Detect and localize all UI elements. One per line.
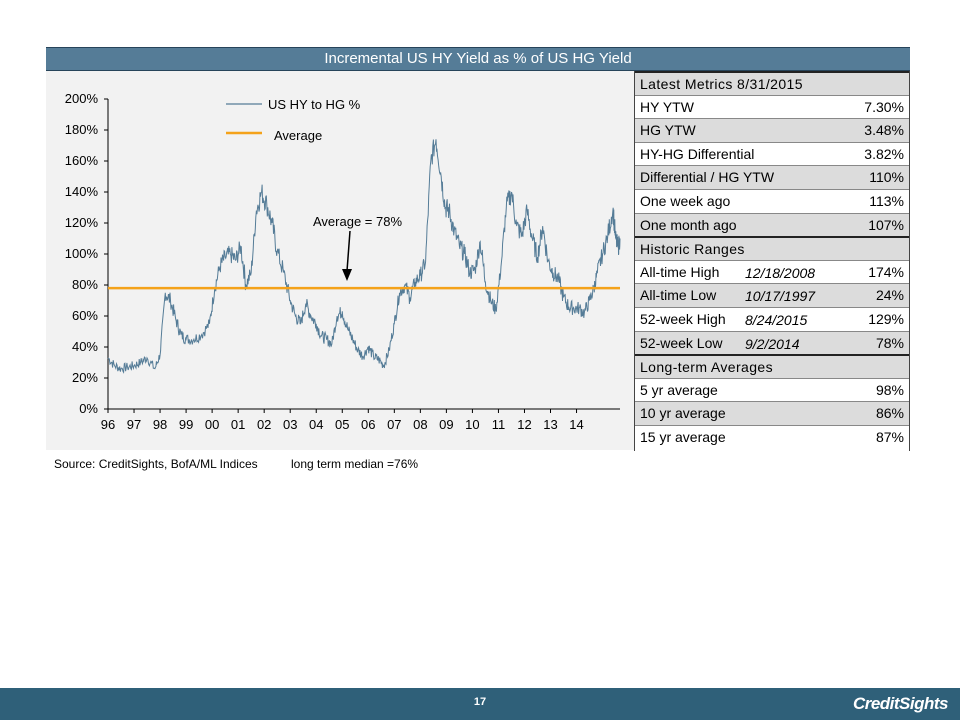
metrics-header-label: Latest Metrics 8/31/2015 [640,76,803,92]
metrics-row: 5 yr average 98% [635,377,909,402]
metric-label: 5 yr average [640,381,718,398]
brand-logo: CreditSights [852,694,949,713]
metric-value: 174% [868,263,904,280]
metrics-row: 52-week Low 9/2/2014 78% [635,330,909,355]
series-line-hy-hg [107,139,621,374]
page-number: 17 [473,696,487,708]
source-text: Source: CreditSights, BofA/ML Indices [54,457,258,471]
x-tick-label: 14 [569,417,583,432]
metric-value: 87% [875,429,904,445]
x-tick-label: 06 [361,417,375,432]
x-tick-label: 05 [335,417,349,432]
y-tick-label: 180% [65,122,99,137]
metrics-row: All-time Low 10/17/1997 24% [635,283,909,307]
annotation-average: Average = 78% [313,214,402,229]
metric-date: 12/18/2008 [745,264,816,281]
x-tick-label: 96 [101,417,115,432]
metric-value: 3.48% [864,122,904,139]
metric-label: One week ago [640,193,731,209]
metrics-header-latest: Latest Metrics 8/31/2015 [635,71,909,95]
figure-title: Incremental US HY Yield as % of US HG Yi… [46,47,910,71]
x-tick-label: 02 [257,417,271,432]
metrics-row: One month ago 107% [635,212,909,237]
x-tick-label: 00 [205,417,219,432]
metric-value: 7.30% [864,98,904,115]
x-tick-label: 07 [387,417,401,432]
x-tick-label: 03 [283,417,297,432]
metric-value: 129% [868,311,904,327]
y-tick-label: 200% [65,91,99,106]
metrics-header-longterm: Long-term Averages [635,354,909,378]
y-tick-label: 160% [65,153,99,168]
metrics-header-label: Long-term Averages [640,359,774,376]
metric-label: 10 yr average [640,405,726,422]
metrics-row: 15 yr average 87% [635,425,909,449]
annotation-arrow-head [342,269,352,281]
chart-area: 0% 20% 40% 60% 80% 100% 120% 140% 160% 180% 200% 96… [46,71,634,450]
source-note: Source: CreditSights, BofA/ML Indices lo… [54,457,418,471]
metrics-row: 52-week High 8/24/2015 129% [635,307,909,331]
metric-label: All-time High [640,263,720,280]
y-tick-label: 120% [65,215,99,230]
metric-value: 24% [875,287,904,304]
metric-label: HY-HG Differential [640,145,755,162]
x-tick-label: 11 [492,417,506,432]
median-note: long term median =76% [291,457,419,471]
x-tick-label: 09 [439,417,453,432]
y-tick-label: 100% [65,246,99,261]
line-chart: 0% 20% 40% 60% 80% 100% 120% 140% 160% 180% 200% 96… [65,91,621,432]
y-tick-label: 40% [72,339,98,354]
legend-label-series: US HY to HG % [268,97,361,112]
metric-label: All-time Low [640,287,717,304]
metric-date: 8/24/2015 [745,312,808,328]
metrics-row: HY-HG Differential 3.82% [635,141,909,166]
annotation-arrow-shaft [346,230,351,272]
metric-date: 10/17/1997 [745,288,816,305]
metrics-row: One week ago 113% [635,189,909,213]
y-tick-label: 60% [72,308,98,323]
metric-label: 52-week High [640,311,726,327]
x-tick-label: 08 [413,417,427,432]
x-tick-label: 12 [517,417,531,432]
metrics-row: HG YTW 3.48% [635,118,909,142]
footer-bar: 17 CreditSights [0,688,960,720]
metric-label: 52-week Low [640,334,723,351]
metrics-header-historic: Historic Ranges [635,236,909,260]
x-tick-label: 99 [179,417,193,432]
x-tick-label: 01 [231,417,245,432]
metric-label: HG YTW [640,122,696,139]
metric-value: 113% [869,193,904,209]
metric-value: 110% [869,169,904,186]
metric-date: 9/2/2014 [745,335,800,352]
metric-label: Differential / HG YTW [640,169,775,186]
metrics-row: HY YTW 7.30% [635,94,909,119]
metric-label: HY YTW [640,98,694,115]
metrics-table: Latest Metrics 8/31/2015 HY YTW 7.30% HG YT… [634,71,910,451]
y-tick-label: 0% [79,401,98,416]
metrics-header-label: Historic Ranges [640,241,745,258]
metrics-row: Differential / HG YTW 110% [635,165,909,189]
metric-value: 98% [875,381,904,398]
x-tick-label: 97 [127,417,141,432]
y-tick-label: 140% [65,184,99,199]
x-tick-label: 98 [153,417,167,432]
metric-value: 78% [875,334,904,351]
x-tick-label: 13 [543,417,557,432]
metric-label: 15 yr average [640,429,726,445]
y-tick-label: 20% [72,370,98,385]
metric-label: One month ago [640,216,737,233]
metrics-row: All-time High 12/18/2008 174% [635,259,909,284]
legend-label-average: Average [274,128,322,143]
metric-value: 3.82% [864,145,904,162]
x-tick-label: 04 [309,417,323,432]
metrics-row: 10 yr average 86% [635,401,909,425]
y-tick-label: 80% [72,277,98,292]
metric-value: 86% [875,405,904,422]
x-tick-label: 10 [465,417,479,432]
metric-value: 107% [868,216,904,233]
